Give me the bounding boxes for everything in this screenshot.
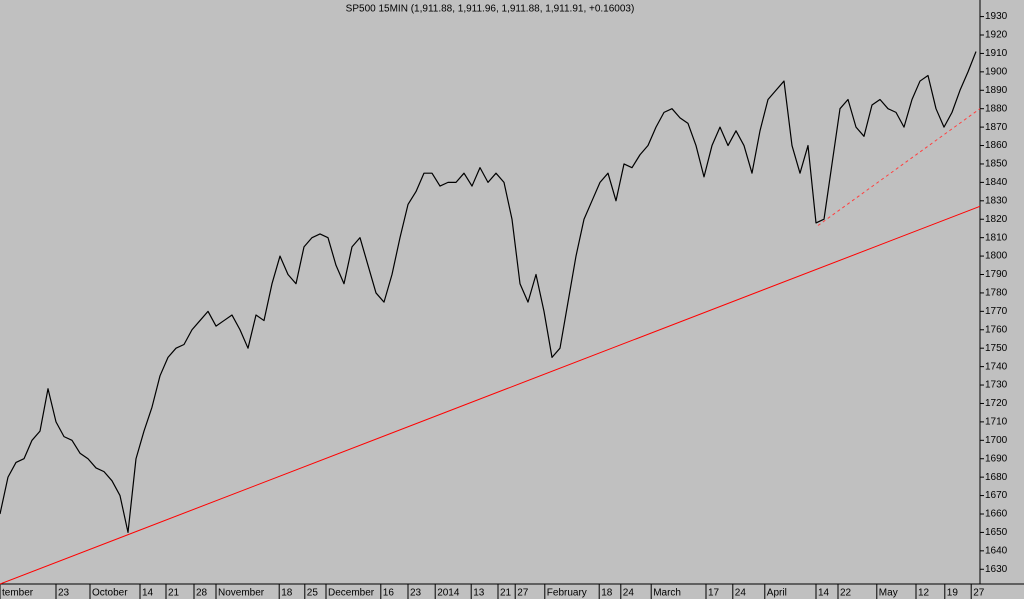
y-tick-label: 1820	[985, 214, 1008, 225]
x-tick-label: 23	[58, 588, 70, 599]
x-tick-label: February	[547, 588, 587, 599]
x-tick-label: 21	[168, 588, 180, 599]
y-tick-label: 1830	[985, 195, 1008, 206]
x-tick-label: 14	[142, 588, 154, 599]
y-tick-label: 1850	[985, 159, 1008, 170]
x-tick-label: 14	[818, 588, 830, 599]
x-tick-label: October	[92, 588, 128, 599]
chart-title: SP500 15MIN (1,911.88, 1,911.96, 1,911.8…	[346, 4, 635, 15]
x-tick-label: 28	[196, 588, 208, 599]
x-tick-label: 19	[947, 588, 959, 599]
x-tick-label: May	[879, 588, 898, 599]
y-tick-label: 1930	[985, 11, 1008, 22]
x-tick-label: December	[328, 588, 375, 599]
y-tick-label: 1780	[985, 288, 1008, 299]
y-tick-label: 1640	[985, 545, 1008, 556]
y-tick-label: 1910	[985, 48, 1008, 59]
x-tick-label: 2014	[437, 588, 460, 599]
x-tick-label: 24	[735, 588, 747, 599]
x-tick-label: 25	[307, 588, 319, 599]
y-tick-label: 1720	[985, 398, 1008, 409]
y-tick-label: 1700	[985, 435, 1008, 446]
y-tick-label: 1890	[985, 85, 1008, 96]
y-tick-label: 1810	[985, 232, 1008, 243]
x-tick-label: April	[767, 588, 787, 599]
x-tick-label: November	[218, 588, 265, 599]
x-tick-label: tember	[2, 588, 34, 599]
y-tick-label: 1880	[985, 103, 1008, 114]
x-tick-label: 24	[623, 588, 635, 599]
y-tick-label: 1840	[985, 177, 1008, 188]
y-tick-label: 1790	[985, 269, 1008, 280]
x-tick-label: 21	[500, 588, 512, 599]
y-tick-label: 1760	[985, 324, 1008, 335]
trend-line	[0, 205, 981, 585]
x-tick-label: 13	[473, 588, 485, 599]
y-tick-label: 1670	[985, 490, 1008, 501]
y-tick-label: 1900	[985, 66, 1008, 77]
y-tick-label: 1860	[985, 140, 1008, 151]
y-tick-label: 1920	[985, 30, 1008, 41]
y-tick-label: 1630	[985, 564, 1008, 575]
x-tick-label: 18	[601, 588, 613, 599]
price-line	[0, 51, 977, 534]
y-tick-label: 1870	[985, 122, 1008, 133]
trend-line	[817, 108, 981, 226]
y-tick-label: 1800	[985, 251, 1008, 262]
x-tick-label: 27	[517, 588, 529, 599]
y-tick-label: 1690	[985, 453, 1008, 464]
y-tick-label: 1770	[985, 306, 1008, 317]
x-tick-label: 12	[918, 588, 930, 599]
x-tick-label: March	[653, 588, 681, 599]
y-tick-label: 1710	[985, 417, 1008, 428]
y-tick-label: 1680	[985, 472, 1008, 483]
x-tick-label: 27	[973, 588, 985, 599]
y-tick-label: 1650	[985, 527, 1008, 538]
x-tick-label: 16	[383, 588, 395, 599]
x-tick-label: 22	[840, 588, 852, 599]
y-tick-label: 1730	[985, 380, 1008, 391]
y-tick-label: 1660	[985, 509, 1008, 520]
y-tick-label: 1750	[985, 343, 1008, 354]
x-tick-label: 17	[708, 588, 720, 599]
x-tick-label: 23	[410, 588, 422, 599]
x-tick-label: 18	[281, 588, 293, 599]
y-tick-label: 1740	[985, 361, 1008, 372]
